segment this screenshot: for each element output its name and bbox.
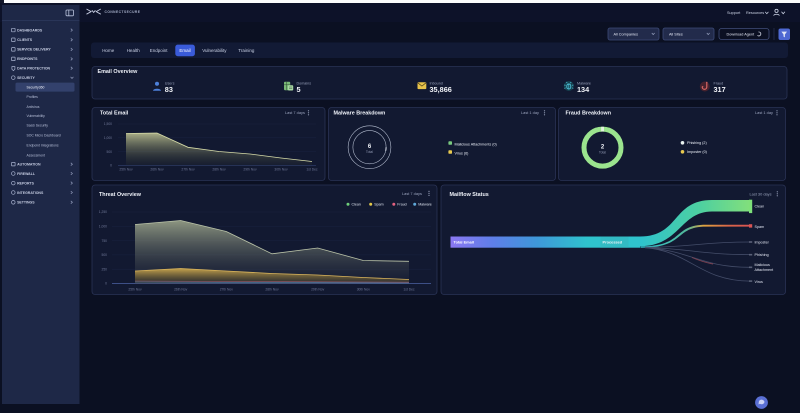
- svg-text:SETTINGS: SETTINGS: [17, 201, 35, 205]
- svg-text:1,000: 1,000: [104, 136, 112, 140]
- svg-text:Training: Training: [238, 48, 255, 53]
- svg-text:Email Overview: Email Overview: [98, 69, 139, 75]
- svg-text:REPORTS: REPORTS: [17, 181, 35, 185]
- svg-text:1,250: 1,250: [99, 210, 107, 214]
- svg-text:Threat Overview: Threat Overview: [99, 192, 142, 198]
- svg-text:All Companies: All Companies: [614, 33, 639, 37]
- svg-text:30th Nov: 30th Nov: [274, 168, 288, 172]
- svg-text:28th Nov: 28th Nov: [212, 168, 226, 172]
- svg-text:Virus: Virus: [755, 280, 763, 284]
- svg-text:25th Nov: 25th Nov: [128, 287, 142, 291]
- svg-text:CLIENTS: CLIENTS: [17, 38, 33, 42]
- svg-text:Assessment: Assessment: [27, 154, 46, 158]
- svg-text:Imposter: Imposter: [755, 240, 770, 244]
- svg-text:Total: Total: [599, 150, 606, 154]
- svg-text:6: 6: [368, 144, 372, 150]
- svg-text:Attachment: Attachment: [755, 268, 774, 272]
- svg-text:83: 83: [165, 85, 173, 94]
- svg-text:317: 317: [714, 85, 726, 94]
- svg-text:Malware: Malware: [577, 82, 591, 86]
- svg-text:Processed: Processed: [603, 240, 623, 245]
- svg-text:30th Nov: 30th Nov: [357, 287, 371, 291]
- svg-text:SECURITY: SECURITY: [17, 76, 35, 80]
- svg-text:Endpoint: Endpoint: [150, 48, 169, 53]
- svg-text:Support: Support: [727, 11, 741, 15]
- svg-text:Total Email: Total Email: [454, 240, 474, 245]
- svg-text:Last 7 days: Last 7 days: [402, 191, 422, 196]
- svg-text:Phishing: Phishing: [755, 253, 769, 257]
- svg-text:Last 30 days: Last 30 days: [750, 192, 772, 197]
- svg-text:Spam: Spam: [374, 203, 383, 207]
- svg-text:Total Email: Total Email: [100, 111, 129, 117]
- svg-text:1st Dec: 1st Dec: [403, 287, 415, 291]
- svg-text:0: 0: [110, 164, 112, 168]
- svg-text:DASHBOARDS: DASHBOARDS: [17, 28, 43, 32]
- svg-text:CONNECTSECURE: CONNECTSECURE: [105, 10, 141, 14]
- svg-text:Fraud: Fraud: [397, 203, 406, 207]
- svg-text:29th Nov: 29th Nov: [311, 287, 325, 291]
- svg-text:Last 7 days: Last 7 days: [285, 110, 305, 115]
- svg-text:All Sites: All Sites: [669, 33, 683, 37]
- svg-text:1,000: 1,000: [99, 225, 107, 229]
- svg-text:134: 134: [577, 85, 590, 94]
- svg-text:Imposter (0): Imposter (0): [687, 150, 707, 154]
- svg-text:FIREWALL: FIREWALL: [17, 172, 36, 176]
- svg-text:1st Dec: 1st Dec: [306, 168, 318, 172]
- svg-text:Email: Email: [179, 48, 190, 53]
- svg-text:Total: Total: [366, 150, 373, 154]
- svg-text:SERVICE DELIVERY: SERVICE DELIVERY: [17, 48, 51, 52]
- svg-text:Malicious: Malicious: [755, 263, 771, 267]
- svg-text:28th Nov: 28th Nov: [265, 287, 279, 291]
- svg-text:29th Nov: 29th Nov: [243, 168, 257, 172]
- svg-text:27th Nov: 27th Nov: [181, 168, 195, 172]
- svg-text:Fraud: Fraud: [714, 82, 724, 86]
- svg-text:Antivirus: Antivirus: [27, 105, 40, 109]
- svg-text:ENDPOINTS: ENDPOINTS: [17, 57, 38, 61]
- svg-text:27th Nov: 27th Nov: [220, 287, 234, 291]
- svg-text:Fraud Breakdown: Fraud Breakdown: [566, 111, 612, 117]
- svg-text:750: 750: [101, 239, 107, 243]
- svg-text:5: 5: [297, 85, 301, 94]
- svg-text:Mailflow Status: Mailflow Status: [450, 192, 489, 198]
- svg-text:Inbound: Inbound: [430, 82, 443, 86]
- svg-text:Download Agent: Download Agent: [727, 33, 756, 37]
- svg-text:Profiles: Profiles: [27, 95, 39, 99]
- svg-text:Vulnerability: Vulnerability: [27, 114, 46, 118]
- svg-text:0: 0: [105, 282, 107, 286]
- svg-text:Last 1 day: Last 1 day: [755, 110, 773, 115]
- svg-text:Endpoint Integrations: Endpoint Integrations: [27, 144, 59, 148]
- svg-text:Users: Users: [165, 82, 175, 86]
- svg-text:Phishing (2): Phishing (2): [687, 141, 707, 145]
- svg-text:Spam: Spam: [755, 225, 765, 229]
- svg-text:Malware: Malware: [418, 203, 432, 207]
- svg-text:Home: Home: [102, 48, 115, 53]
- svg-text:Malicious Attachments (0): Malicious Attachments (0): [455, 143, 497, 147]
- svg-text:26th Nov: 26th Nov: [150, 168, 164, 172]
- svg-text:DATA PROTECTION: DATA PROTECTION: [17, 67, 50, 71]
- svg-text:2: 2: [601, 144, 605, 150]
- svg-text:Security360: Security360: [27, 85, 45, 89]
- svg-text:Health: Health: [127, 48, 141, 53]
- svg-text:SOC Micro Dashboard: SOC Micro Dashboard: [27, 134, 61, 138]
- svg-text:Clean: Clean: [352, 203, 361, 207]
- svg-text:Virus (6): Virus (6): [455, 151, 469, 155]
- svg-text:500: 500: [101, 253, 107, 257]
- svg-text:Domains: Domains: [297, 82, 312, 86]
- svg-text:500: 500: [106, 150, 112, 154]
- svg-text:Clean: Clean: [755, 205, 765, 209]
- svg-text:1,500: 1,500: [104, 122, 112, 126]
- svg-text:25th Nov: 25th Nov: [119, 168, 133, 172]
- svg-text:Vulnerability: Vulnerability: [202, 48, 227, 53]
- svg-text:Malware Breakdown: Malware Breakdown: [334, 111, 386, 117]
- svg-text:35,866: 35,866: [430, 85, 452, 94]
- svg-text:26th Nov: 26th Nov: [174, 287, 188, 291]
- svg-text:AUTOMATION: AUTOMATION: [17, 163, 41, 167]
- svg-text:Last 1 day: Last 1 day: [521, 110, 539, 115]
- svg-text:250: 250: [101, 267, 107, 271]
- svg-text:SaaS Security: SaaS Security: [27, 124, 49, 128]
- svg-text:Resources: Resources: [746, 11, 764, 15]
- svg-text:INTEGRATIONS: INTEGRATIONS: [17, 191, 44, 195]
